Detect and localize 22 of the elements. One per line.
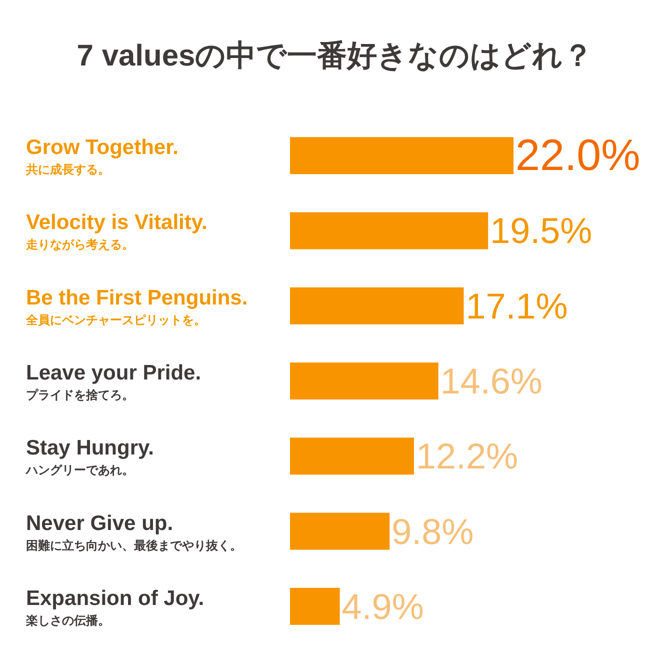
data-label: 17.1% [466, 285, 568, 326]
chart-title: 7 valuesの中で一番好きなのはどれ？ [76, 40, 594, 72]
bar [290, 438, 414, 475]
bar [290, 362, 438, 400]
y-tick-label: Expansion of Joy. 楽しさの伝播。 [25, 586, 204, 628]
data-label: 22.0% [516, 131, 640, 180]
y-tick-label: Never Give up. 困難に立ち向かい、最後までやり抜く。 [26, 512, 242, 552]
bar [290, 137, 514, 174]
data-label: 4.9% [342, 586, 424, 627]
y-tick-label: Be the First Penguins. 全員にベンチャースピリットを。 [25, 286, 248, 327]
bar [290, 212, 488, 250]
data-label: 14.6% [440, 360, 542, 402]
y-tick-label: Leave your Pride. プライドを捨てろ。 [26, 362, 202, 402]
bar [290, 287, 464, 324]
data-label: 12.2% [416, 436, 518, 477]
y-tick-label: Stay Hungry. ハングリーであれ。 [25, 436, 154, 478]
data-label: 19.5% [490, 210, 592, 252]
data-label: 9.8% [392, 510, 474, 552]
y-tick-label: Grow Together. 共に成長する。 [25, 136, 178, 177]
bar [290, 512, 390, 550]
y-tick-label: Velocity is Vitality. 走りながら考える。 [25, 211, 208, 252]
bar [290, 588, 340, 625]
